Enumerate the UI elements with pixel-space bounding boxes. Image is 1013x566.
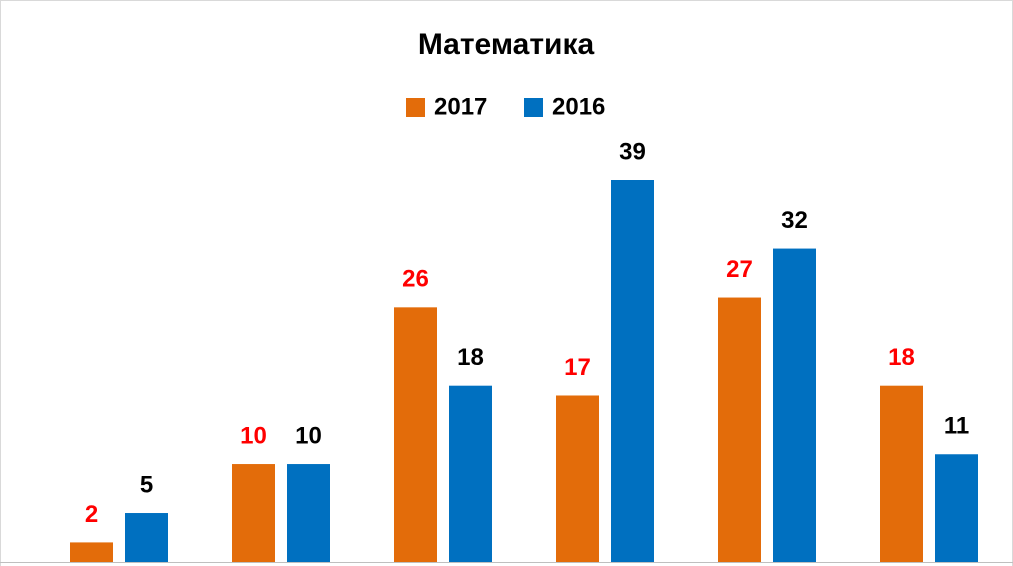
- value-label: 10: [240, 422, 267, 449]
- value-label: 18: [888, 344, 915, 371]
- bar: [880, 385, 923, 562]
- value-label: 27: [726, 256, 753, 283]
- value-label: 11: [944, 413, 969, 440]
- value-label: 32: [781, 207, 808, 234]
- value-label: 26: [402, 266, 429, 293]
- value-label: 5: [140, 471, 153, 498]
- bar: [70, 542, 113, 562]
- bar: [232, 464, 275, 562]
- value-label: 2: [85, 501, 98, 528]
- bar: [773, 248, 816, 563]
- legend-swatch: [406, 98, 425, 117]
- bar: [611, 180, 654, 562]
- bar: [556, 395, 599, 562]
- legend-label: 2016: [552, 93, 605, 120]
- bar: [125, 513, 168, 562]
- value-label: 39: [619, 138, 646, 165]
- value-label: 17: [564, 354, 591, 381]
- legend-swatch: [524, 98, 543, 117]
- legend-label: 2017: [434, 93, 487, 120]
- value-label: 18: [457, 344, 484, 371]
- bar: [394, 307, 437, 562]
- bar: [287, 464, 330, 562]
- bar: [718, 297, 761, 562]
- value-label: 10: [295, 422, 322, 449]
- bar: [449, 385, 492, 562]
- bar: [935, 454, 978, 562]
- chart-title: Математика: [418, 28, 595, 61]
